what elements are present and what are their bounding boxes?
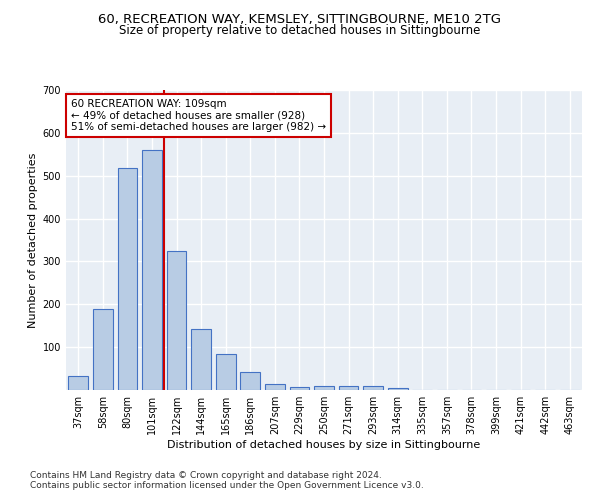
Text: 60 RECREATION WAY: 109sqm
← 49% of detached houses are smaller (928)
51% of semi: 60 RECREATION WAY: 109sqm ← 49% of detac… [71, 99, 326, 132]
Bar [290, 386, 309, 390]
Bar [241, 372, 260, 390]
Bar [93, 308, 113, 390]
Bar [191, 329, 211, 390]
Bar [364, 386, 383, 390]
Bar [167, 250, 187, 390]
Text: Contains public sector information licensed under the Open Government Licence v3: Contains public sector information licen… [30, 481, 424, 490]
Bar [388, 388, 407, 390]
Bar [265, 384, 284, 390]
X-axis label: Distribution of detached houses by size in Sittingbourne: Distribution of detached houses by size … [167, 440, 481, 450]
Y-axis label: Number of detached properties: Number of detached properties [28, 152, 38, 328]
Bar [216, 354, 236, 390]
Bar [339, 386, 358, 390]
Text: Contains HM Land Registry data © Crown copyright and database right 2024.: Contains HM Land Registry data © Crown c… [30, 471, 382, 480]
Bar [118, 168, 137, 390]
Bar [142, 150, 162, 390]
Text: Size of property relative to detached houses in Sittingbourne: Size of property relative to detached ho… [119, 24, 481, 37]
Bar [314, 386, 334, 390]
Bar [68, 376, 88, 390]
Text: 60, RECREATION WAY, KEMSLEY, SITTINGBOURNE, ME10 2TG: 60, RECREATION WAY, KEMSLEY, SITTINGBOUR… [98, 12, 502, 26]
